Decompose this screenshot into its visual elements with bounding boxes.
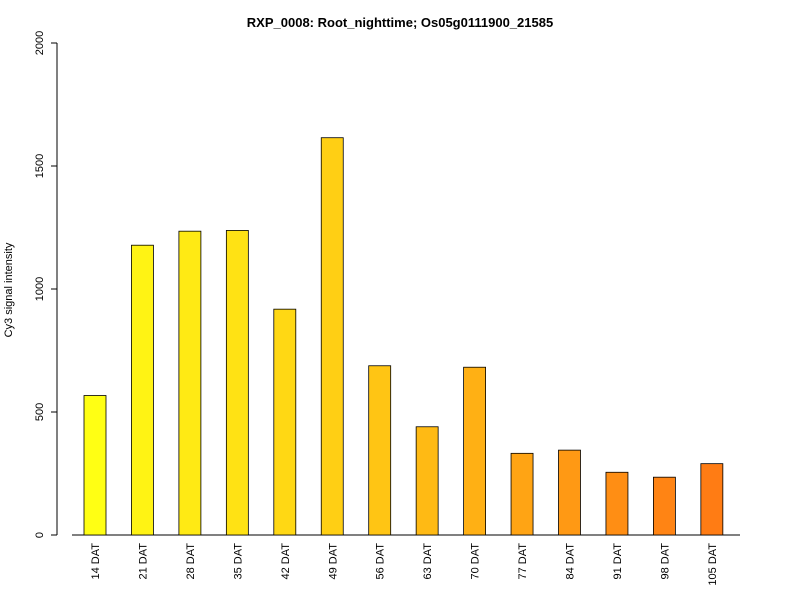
x-tick-label: 70 DAT bbox=[470, 543, 482, 580]
x-tick-label: 49 DAT bbox=[327, 543, 339, 580]
y-tick-label: 0 bbox=[34, 532, 46, 538]
bar-14-dat bbox=[83, 395, 107, 536]
bar-56-dat bbox=[368, 365, 392, 536]
bars-group bbox=[83, 137, 724, 536]
x-tick-label: 77 DAT bbox=[517, 543, 529, 580]
x-tick-label: 28 DAT bbox=[185, 543, 197, 580]
x-tick-label: 105 DAT bbox=[707, 543, 719, 586]
bar-70-dat bbox=[463, 366, 487, 536]
x-tick-label: 21 DAT bbox=[137, 543, 149, 580]
y-axis: 0 500 1000 1500 2000 bbox=[34, 31, 58, 538]
x-tick-label: 14 DAT bbox=[90, 543, 102, 580]
x-tick-label: 56 DAT bbox=[375, 543, 387, 580]
bar-105-dat bbox=[700, 463, 724, 536]
x-tick-label: 84 DAT bbox=[565, 543, 577, 580]
x-axis: 14 DAT 21 DAT 28 DAT 35 DAT 42 DAT 49 DAT 56 D… bbox=[72, 534, 740, 586]
x-tick-label: 35 DAT bbox=[232, 543, 244, 580]
bar-35-dat bbox=[225, 230, 249, 536]
x-tick-label: 63 DAT bbox=[422, 543, 434, 580]
bar-84-dat bbox=[558, 449, 581, 536]
y-tick-label: 2000 bbox=[34, 31, 46, 55]
x-tick-label: 98 DAT bbox=[659, 543, 671, 580]
bar-21-dat bbox=[131, 244, 154, 536]
bar-77-dat bbox=[510, 452, 534, 536]
y-axis-title: Cy3 signal intensity bbox=[3, 242, 15, 337]
chart-title: RXP_0008: Root_nighttime; Os05g0111900_2… bbox=[247, 15, 553, 30]
bar-49-dat bbox=[320, 137, 344, 536]
bar-63-dat bbox=[415, 426, 439, 536]
x-tick-label: 91 DAT bbox=[612, 543, 624, 580]
bar-98-dat bbox=[653, 476, 676, 536]
y-tick-label: 1000 bbox=[34, 277, 46, 301]
bar-42-dat bbox=[273, 308, 297, 536]
x-tick-label: 42 DAT bbox=[280, 543, 292, 580]
bar-28-dat bbox=[178, 230, 202, 536]
y-tick-label: 1500 bbox=[34, 154, 46, 178]
y-tick-label: 500 bbox=[34, 403, 46, 421]
bar-91-dat bbox=[605, 471, 629, 536]
